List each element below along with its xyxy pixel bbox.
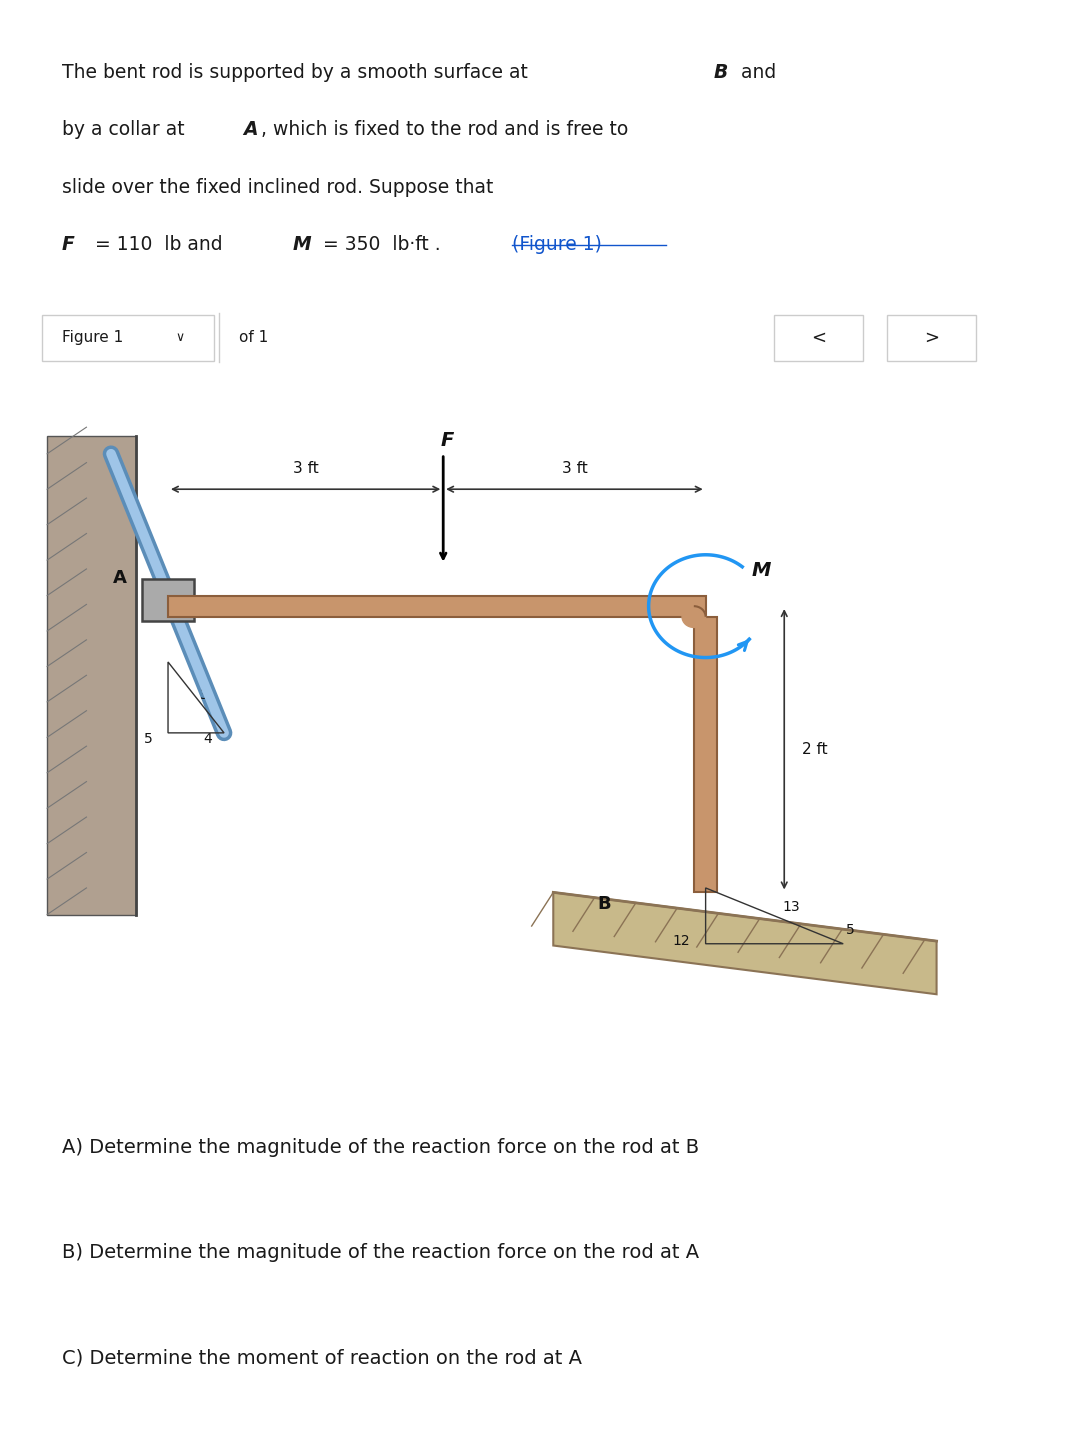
Text: 12: 12 bbox=[672, 934, 690, 948]
Text: 3: 3 bbox=[200, 687, 208, 702]
Text: C) Determine the moment of reaction on the rod at A: C) Determine the moment of reaction on t… bbox=[62, 1349, 582, 1368]
Bar bbox=[693, 617, 717, 892]
Text: 3 ft: 3 ft bbox=[562, 461, 588, 475]
Text: 3 ft: 3 ft bbox=[293, 461, 319, 475]
Text: 2 ft: 2 ft bbox=[802, 742, 827, 756]
Text: A) Determine the magnitude of the reaction force on the rod at B: A) Determine the magnitude of the reacti… bbox=[62, 1137, 699, 1157]
Text: F: F bbox=[441, 431, 454, 450]
Text: B: B bbox=[714, 63, 728, 82]
Text: of 1: of 1 bbox=[239, 331, 268, 345]
Bar bbox=[48, 435, 136, 915]
Text: 4: 4 bbox=[203, 732, 212, 746]
Text: >: > bbox=[924, 329, 940, 347]
Text: F: F bbox=[62, 235, 75, 253]
Text: , which is fixed to the rod and is free to: , which is fixed to the rod and is free … bbox=[261, 120, 629, 139]
Text: ∨: ∨ bbox=[175, 331, 184, 345]
Text: = 350  lb·ft .: = 350 lb·ft . bbox=[318, 235, 447, 253]
Text: <: < bbox=[811, 329, 826, 347]
Text: A: A bbox=[244, 120, 258, 139]
Text: M: M bbox=[293, 235, 311, 253]
Text: 5: 5 bbox=[846, 924, 854, 938]
Text: B: B bbox=[597, 895, 611, 912]
Circle shape bbox=[683, 606, 705, 627]
Polygon shape bbox=[553, 892, 936, 994]
Text: B) Determine the magnitude of the reaction force on the rod at A: B) Determine the magnitude of the reacti… bbox=[62, 1243, 699, 1262]
Text: 13: 13 bbox=[782, 901, 800, 915]
Text: (Figure 1): (Figure 1) bbox=[512, 235, 602, 253]
Text: The bent rod is supported by a smooth surface at: The bent rod is supported by a smooth su… bbox=[62, 63, 534, 82]
Text: M: M bbox=[752, 561, 771, 580]
Text: Figure 1: Figure 1 bbox=[62, 331, 123, 345]
Text: = 110  lb and: = 110 lb and bbox=[90, 235, 229, 253]
FancyBboxPatch shape bbox=[774, 315, 863, 361]
FancyBboxPatch shape bbox=[42, 315, 214, 361]
Text: 5: 5 bbox=[144, 732, 152, 746]
Text: slide over the fixed inclined rod. Suppose that: slide over the fixed inclined rod. Suppo… bbox=[62, 178, 494, 196]
Text: A: A bbox=[113, 569, 126, 587]
Text: by a collar at: by a collar at bbox=[62, 120, 190, 139]
Bar bbox=[168, 596, 705, 617]
Bar bbox=[143, 579, 193, 621]
FancyBboxPatch shape bbox=[888, 315, 976, 361]
Text: and: and bbox=[735, 63, 777, 82]
